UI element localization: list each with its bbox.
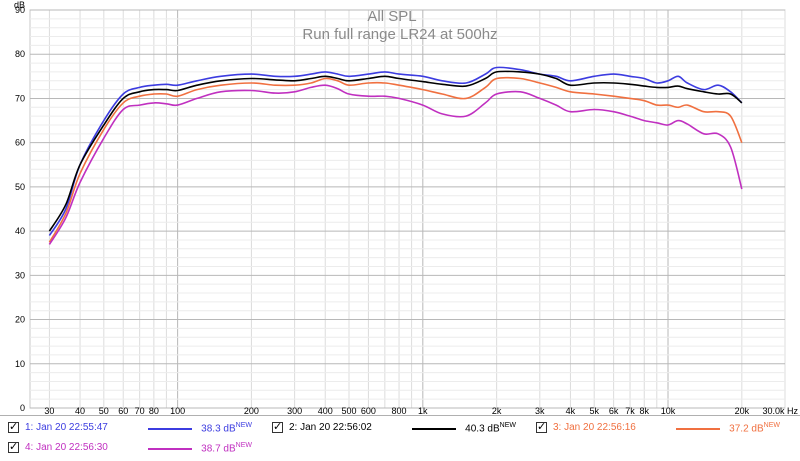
x-tick-label: 600	[361, 406, 376, 415]
legend-swatch-1	[148, 428, 192, 430]
x-tick-label: 30.0k Hz	[762, 406, 798, 415]
x-tick-label: 6k	[609, 406, 619, 415]
x-tick-label: 80	[149, 406, 159, 415]
chart-subtitle: Run full range LR24 at 500hz	[302, 26, 497, 43]
y-tick-label: 40	[15, 226, 25, 236]
x-tick-label: 50	[99, 406, 109, 415]
x-tick-label: 30	[44, 406, 54, 415]
x-tick-label: 3k	[535, 406, 545, 415]
x-tick-labels: 30 40 50 60 70 80 100 200 300 400 500 600 800 1k 2k 3k 4…	[44, 406, 798, 415]
x-tick-label: 8k	[639, 406, 649, 415]
legend-value-4: 38.7 dBNEW	[201, 442, 252, 455]
y-tick-label: 70	[15, 93, 25, 103]
series-line-3	[48, 76, 743, 243]
legend-row-1: 1: Jan 20 22:55:47 38.3 dBNEW 2: Jan 20 …	[0, 418, 800, 438]
y-axis-label: dB	[14, 0, 25, 10]
legend-item-3[interactable]: 3: Jan 20 22:56:16 37.2 dBNEW	[532, 420, 796, 436]
y-tick-label: 50	[15, 182, 25, 192]
legend-swatch-3	[676, 428, 720, 430]
legend-row-2: 4: Jan 20 22:56:30 38.7 dBNEW	[0, 438, 800, 458]
x-tick-label: 200	[244, 406, 259, 415]
y-tick-label: 60	[15, 138, 25, 148]
legend-value-3: 37.2 dBNEW	[729, 422, 780, 435]
legend-value-2: 40.3 dBNEW	[465, 422, 516, 435]
legend-name-3: 3: Jan 20 22:56:16	[553, 422, 636, 433]
x-tick-label: 300	[287, 406, 302, 415]
x-tick-label: 20k	[735, 406, 750, 415]
x-tick-label: 400	[318, 406, 333, 415]
series-line-2	[48, 70, 743, 232]
legend-item-2[interactable]: 2: Jan 20 22:56:02 40.3 dBNEW	[268, 420, 532, 436]
checkbox-2[interactable]	[272, 420, 283, 433]
y-tick-label: 0	[20, 403, 25, 413]
x-tick-label: 5k	[589, 406, 599, 415]
x-tick-label: 7k	[625, 406, 635, 415]
x-tick-label: 1k	[418, 406, 428, 415]
checkbox-1[interactable]	[8, 420, 19, 433]
x-tick-label: 40	[75, 406, 85, 415]
legend-swatch-4	[148, 448, 192, 450]
chart-title: All SPL	[367, 8, 416, 25]
y-tick-label: 90	[15, 5, 25, 15]
x-tick-label: 60	[118, 406, 128, 415]
legend-value-1: 38.3 dBNEW	[201, 422, 252, 435]
grid	[29, 9, 786, 409]
legend-item-4[interactable]: 4: Jan 20 22:56:30 38.7 dBNEW	[4, 440, 268, 456]
legend-item-1[interactable]: 1: Jan 20 22:55:47 38.3 dBNEW	[4, 420, 268, 436]
legend-name-2: 2: Jan 20 22:56:02	[289, 422, 372, 433]
y-tick-label: 30	[15, 270, 25, 280]
x-tick-label: 4k	[566, 406, 576, 415]
series-line-4	[48, 84, 743, 245]
checkbox-3[interactable]	[536, 420, 547, 433]
x-tick-label: 500	[341, 406, 356, 415]
y-tick-labels: 0 10 20 30 40 50 60 70 80 90	[15, 5, 25, 413]
x-tick-label: 2k	[492, 406, 502, 415]
legend-name-4: 4: Jan 20 22:56:30	[25, 442, 108, 453]
legend: 1: Jan 20 22:55:47 38.3 dBNEW 2: Jan 20 …	[0, 415, 800, 461]
y-tick-label: 80	[15, 49, 25, 59]
series-line-1	[48, 66, 743, 236]
legend-name-1: 1: Jan 20 22:55:47	[25, 422, 108, 433]
y-tick-label: 20	[15, 315, 25, 325]
x-tick-label: 800	[392, 406, 407, 415]
series-lines	[48, 66, 743, 245]
x-tick-label: 70	[135, 406, 145, 415]
legend-swatch-2	[412, 428, 456, 430]
checkbox-4[interactable]	[8, 440, 19, 453]
x-tick-label: 100	[170, 406, 185, 415]
plot-frame	[29, 9, 786, 409]
y-tick-label: 10	[15, 359, 25, 369]
x-tick-label: 10k	[661, 406, 676, 415]
